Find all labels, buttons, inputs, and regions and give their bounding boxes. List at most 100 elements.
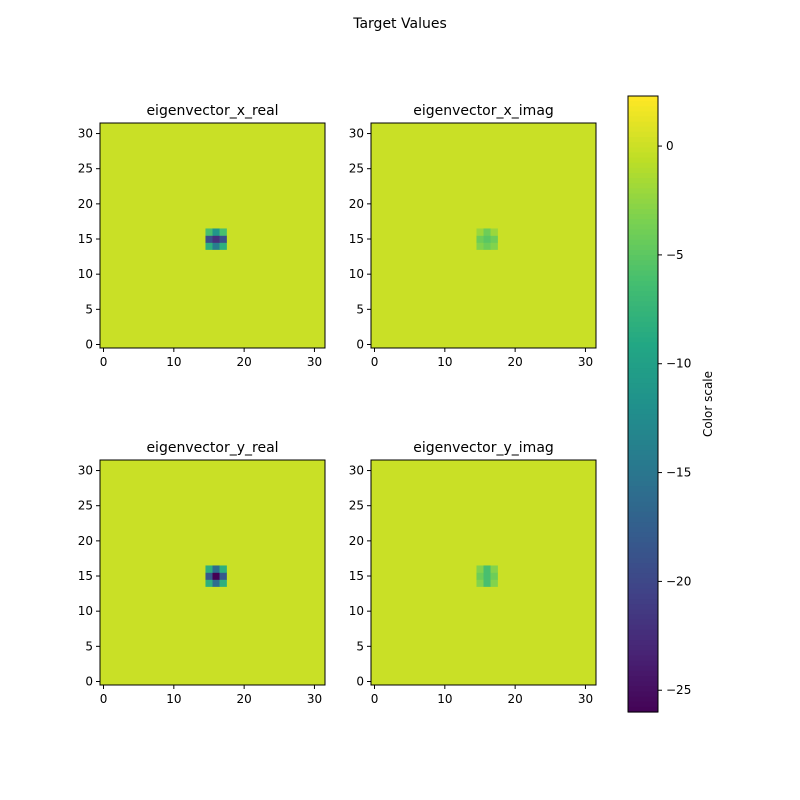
heatmap-cell [219,579,227,587]
heatmap-cell [490,235,498,243]
heatmap-panel-4: eigenvector_y_imag 0 10 20 30 0 5 10 15 20 25 30 [349,440,597,706]
x-tick-label: 30 [578,692,593,706]
colorbar-band [628,285,658,292]
heatmap-cell [490,242,498,250]
y-tick-label: 5 [85,302,93,316]
colorbar-band [628,609,658,616]
y-tick-label: 5 [85,639,93,653]
colorbar-band [628,670,658,677]
colorbar-band [628,506,658,513]
colorbar-band [628,311,658,318]
y-tick-label: 25 [349,499,364,513]
heatmap-cell [205,579,213,587]
y-tick-label: 15 [78,569,93,583]
x-tick-label: 30 [578,355,593,369]
heatmap-cell [490,228,498,236]
colorbar-band [628,414,658,420]
x-tick-label: 10 [437,692,452,706]
heatmap-panel-3: eigenvector_y_real 0 10 20 30 0 5 10 15 20 25 30 [78,440,326,706]
heatmap-cell [219,235,227,243]
y-tick-label: 20 [78,534,93,548]
colorbar-band [628,696,658,703]
x-tick-label: 20 [508,355,523,369]
y-tick-label: 15 [349,232,364,246]
y-tick-label: 5 [356,302,364,316]
colorbar-band [628,321,658,328]
colorbar-band [628,676,658,682]
colorbar-band [628,686,658,693]
heatmap-cell [212,235,220,243]
colorbar-band [628,475,658,482]
heatmap-cell [476,242,484,250]
heatmap-cell [212,579,220,587]
colorbar-frame [627,95,659,713]
colorbar-band [628,547,658,554]
heatmap-cell [483,565,491,573]
colorbar-band [628,629,658,636]
x-tick-label: 30 [307,355,322,369]
x-tick-label: 10 [166,355,181,369]
colorbar-band [628,655,658,662]
colorbar-band [628,198,658,205]
colorbar-band [628,347,658,354]
colorbar-band [628,388,658,395]
colorbar-band [628,691,658,698]
colorbar-band [628,142,658,148]
colorbar-band [628,373,658,379]
colorbar-band [628,481,658,487]
colorbar-band [628,244,658,251]
colorbar-band [628,131,658,138]
colorbar-band [628,429,658,436]
colorbar-band [628,640,658,646]
colorbar-band [628,583,658,590]
colorbar-band [628,650,658,657]
colorbar-band [628,706,658,713]
colorbar-tick-label: −5 [666,248,684,262]
colorbar-band [628,265,658,272]
colorbar-band [628,178,658,184]
colorbar-band [628,573,658,580]
heatmap-cell [212,228,220,236]
y-tick-label: 20 [78,197,93,211]
heatmap-cell [490,565,498,573]
colorbar-band [628,660,658,667]
x-tick-label: 0 [100,692,108,706]
y-tick-label: 0 [85,674,93,688]
colorbar-band [628,106,658,112]
y-tick-label: 0 [85,337,93,351]
colorbar-band [628,599,658,605]
colorbar-band [628,604,658,610]
colorbar-band [628,409,658,415]
colorbar-band [628,280,658,287]
x-tick-label: 20 [237,355,252,369]
heatmap-cell [476,228,484,236]
colorbar-band [628,563,658,569]
colorbar-tick-label: −10 [666,357,691,371]
colorbar-band [628,501,658,508]
colorbar-band [628,352,658,359]
y-tick-label: 0 [356,337,364,351]
y-tick-label: 30 [349,127,364,141]
heatmap-cell [476,565,484,573]
colorbar-band [628,96,658,102]
heatmap-cell [219,572,227,580]
colorbar-band [628,552,658,559]
heatmap-cell [483,579,491,587]
colorbar-band [628,219,658,225]
colorbar-band [628,486,658,492]
x-tick-label: 20 [508,692,523,706]
colorbar-band [628,588,658,595]
colorbar-band [628,234,658,241]
y-tick-label: 30 [78,127,93,141]
colorbar-band [628,270,658,277]
heatmap-cell [205,228,213,236]
colorbar-band [628,327,658,333]
colorbar-band [628,558,658,564]
colorbar-tick-label: −15 [666,466,691,480]
colorbar-band [628,537,658,544]
colorbar-band [628,275,658,282]
colorbar-band [628,614,658,621]
colorbar-band [628,162,658,169]
y-tick-label: 25 [78,162,93,176]
